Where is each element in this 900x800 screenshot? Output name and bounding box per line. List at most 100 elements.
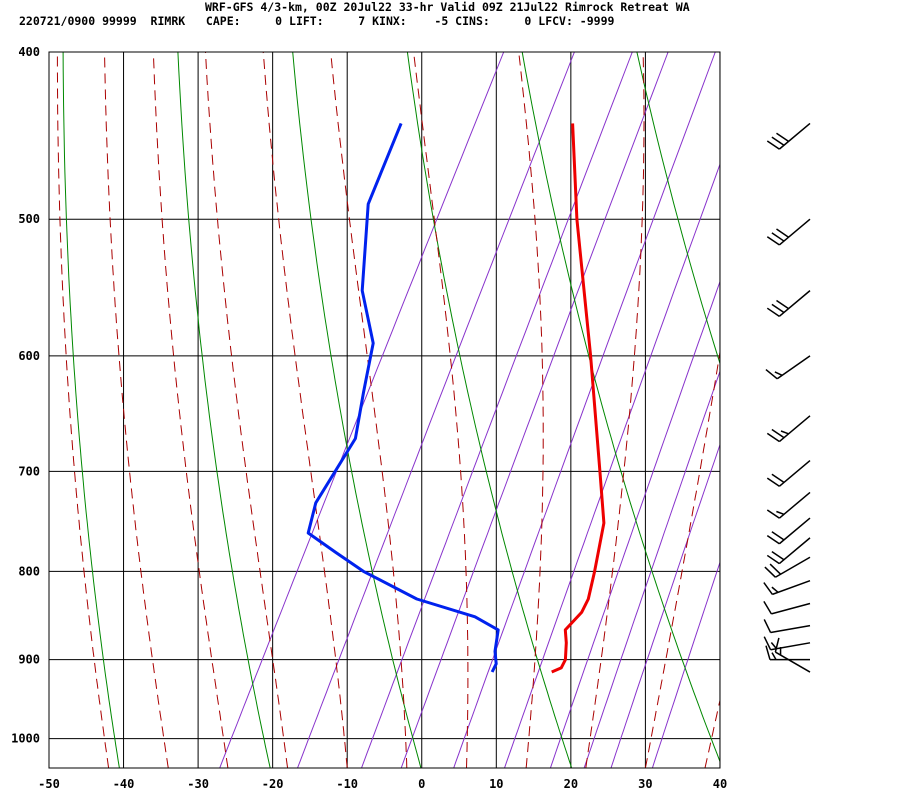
barb-staff bbox=[778, 517, 811, 545]
barb-full-feather bbox=[766, 477, 780, 487]
dry-adiabat-line bbox=[752, 52, 900, 768]
barb-full-feather bbox=[766, 509, 780, 519]
wind-barb bbox=[763, 600, 811, 615]
wind-barb bbox=[766, 459, 811, 487]
barb-full-feather bbox=[776, 132, 789, 143]
y-tick-label: 800 bbox=[18, 564, 40, 578]
barb-staff bbox=[778, 290, 811, 317]
x-tick-label: -40 bbox=[113, 777, 135, 791]
grid bbox=[49, 52, 721, 768]
wind-barb bbox=[766, 517, 811, 545]
moist-adiabat-line bbox=[152, 52, 229, 768]
y-tick-labels: 400 500 600 700 800 900 1000 bbox=[11, 45, 40, 746]
chart-title: WRF-GFS 4/3-km, 00Z 20Jul22 33-hr Valid … bbox=[205, 0, 690, 14]
barb-half-feather bbox=[776, 510, 785, 516]
barb-full-feather bbox=[769, 563, 782, 575]
dry-adiabat-line bbox=[62, 52, 120, 768]
y-tick-label: 500 bbox=[18, 212, 40, 226]
barb-full-feather bbox=[771, 550, 785, 561]
mixing-ratio-line bbox=[453, 52, 716, 768]
moist-adiabat-line bbox=[104, 52, 169, 768]
barb-staff bbox=[778, 537, 811, 565]
moist-adiabat-line bbox=[56, 52, 110, 768]
wind-barb bbox=[766, 290, 811, 317]
barb-full-feather bbox=[763, 619, 772, 633]
wind-barb bbox=[766, 537, 811, 565]
dewpoint-profile-line bbox=[306, 122, 500, 673]
wind-barb bbox=[763, 580, 811, 596]
barb-staff bbox=[778, 491, 811, 519]
barb-full-feather bbox=[764, 566, 776, 578]
barb-staff bbox=[770, 642, 811, 651]
barb-half-feather bbox=[770, 642, 778, 650]
barb-full-feather bbox=[771, 303, 785, 314]
y-tick-label: 900 bbox=[18, 653, 40, 667]
x-tick-labels: -50 -40 -30 -20 -10 0 10 20 30 40 bbox=[38, 777, 727, 791]
barb-full-feather bbox=[766, 432, 780, 443]
barb-full-feather bbox=[776, 299, 789, 310]
wind-barb bbox=[763, 636, 811, 651]
barb-full-feather bbox=[771, 232, 785, 242]
barb-staff bbox=[774, 556, 811, 578]
wind-barb bbox=[766, 415, 811, 443]
y-tick-label: 1000 bbox=[11, 732, 40, 746]
moist-adiabat-line bbox=[205, 52, 289, 768]
barb-staff bbox=[774, 651, 811, 673]
barb-full-feather bbox=[771, 473, 785, 484]
y-tick-label: 400 bbox=[18, 45, 40, 59]
dry-adiabat-line bbox=[177, 52, 271, 768]
moist-adiabat-line bbox=[413, 52, 469, 768]
moist-adiabat-line bbox=[518, 52, 544, 768]
y-tick-label: 600 bbox=[18, 349, 40, 363]
wind-barb bbox=[766, 218, 811, 246]
barb-half-feather bbox=[780, 430, 789, 435]
barb-full-feather bbox=[771, 531, 785, 541]
barb-full-feather bbox=[766, 140, 780, 150]
plot-frame bbox=[48, 51, 721, 769]
mixing-ratio-line bbox=[549, 280, 720, 768]
mixing-ratio-line bbox=[651, 560, 720, 768]
wind-barbs bbox=[763, 122, 811, 673]
wind-barb bbox=[766, 491, 811, 519]
temperature-profile-line bbox=[551, 123, 606, 674]
barb-full-feather bbox=[771, 428, 785, 439]
barb-full-feather bbox=[771, 136, 785, 146]
wind-barb bbox=[764, 556, 811, 578]
wind-barb bbox=[774, 637, 811, 673]
wind-barb bbox=[765, 355, 811, 380]
x-tick-label: -50 bbox=[38, 777, 60, 791]
moist-adiabat-line bbox=[585, 52, 645, 768]
x-tick-label: 20 bbox=[564, 777, 578, 791]
x-tick-label: 0 bbox=[418, 777, 425, 791]
x-tick-label: 30 bbox=[638, 777, 652, 791]
barb-full-feather bbox=[776, 228, 789, 238]
barb-full-feather bbox=[765, 369, 778, 380]
x-tick-label: 10 bbox=[489, 777, 503, 791]
wind-barb bbox=[763, 619, 811, 634]
wind-barb bbox=[765, 645, 810, 661]
dry-adiabat-line bbox=[406, 52, 573, 768]
dry-adiabat-line bbox=[636, 52, 720, 366]
barb-staff bbox=[772, 580, 811, 596]
barb-half-feather bbox=[771, 652, 777, 661]
barb-full-feather bbox=[766, 554, 780, 565]
barb-staff bbox=[776, 355, 811, 380]
profile-series bbox=[306, 122, 606, 674]
barb-full-feather bbox=[763, 582, 774, 595]
mixing-ratio-line bbox=[219, 52, 505, 768]
x-tick-label: 40 bbox=[713, 777, 727, 791]
mixing-ratio-line bbox=[583, 369, 720, 768]
barb-full-feather bbox=[763, 600, 773, 615]
station-indices-line: 220721/0900 99999 RIMRK CAPE: 0 LIFT: 7 … bbox=[19, 14, 615, 28]
mixing-ratio-line bbox=[610, 443, 720, 768]
mixing-ratio-line bbox=[297, 52, 575, 768]
barb-staff bbox=[771, 602, 811, 615]
dry-adiabat-line bbox=[521, 52, 720, 763]
dry-adiabat-line bbox=[292, 52, 422, 768]
y-tick-label: 700 bbox=[18, 464, 40, 478]
x-tick-label: -10 bbox=[336, 777, 358, 791]
mixing-ratio-line bbox=[400, 52, 669, 768]
x-tick-label: -30 bbox=[187, 777, 209, 791]
barb-full-feather bbox=[766, 236, 780, 246]
